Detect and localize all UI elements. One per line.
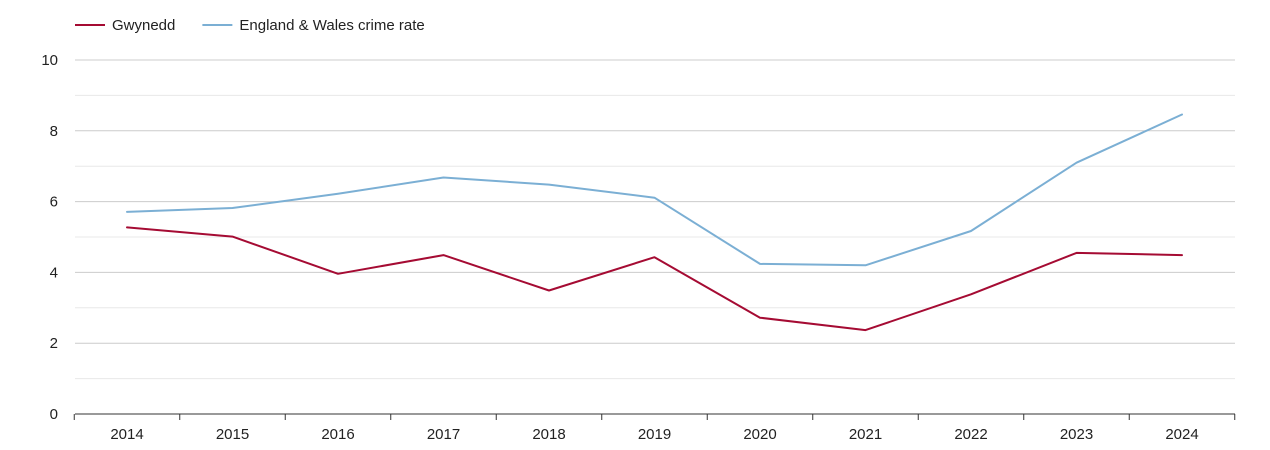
legend: Gwynedd England & Wales crime rate (75, 17, 425, 34)
y-tick-label: 0 (50, 406, 58, 423)
gridlines (75, 59, 1235, 380)
y-tick-label: 6 (50, 194, 58, 211)
x-axis: 2014 2015 2016 2017 2018 2019 2020 2021 2022 2023… (73, 413, 1236, 443)
x-tick-label: 2019 (638, 426, 671, 443)
x-tick-label: 2018 (532, 426, 565, 443)
x-tick-label: 2020 (743, 426, 776, 443)
x-tick-label: 2022 (954, 426, 987, 443)
series-lines (126, 113, 1183, 332)
series-line-england-wales-crime-rate (126, 113, 1183, 267)
series-line-gwynedd (126, 226, 1183, 332)
legend-label-england-wales-crime-rate: England & Wales crime rate (239, 17, 424, 34)
x-tick-label: 2016 (321, 426, 354, 443)
x-tick-label: 2021 (849, 426, 882, 443)
x-tick-label: 2014 (110, 426, 143, 443)
y-tick-label: 4 (50, 264, 58, 281)
y-tick-label: 8 (50, 123, 58, 140)
x-tick-label: 2024 (1165, 426, 1198, 443)
x-tick-label: 2015 (216, 426, 249, 443)
y-tick-label: 2 (50, 335, 58, 352)
legend-label-gwynedd: Gwynedd (112, 17, 175, 34)
x-tick-label: 2023 (1060, 426, 1093, 443)
y-axis: 0 2 4 6 8 10 (41, 52, 58, 423)
x-tick-label: 2017 (427, 426, 460, 443)
y-tick-label: 10 (41, 52, 58, 69)
